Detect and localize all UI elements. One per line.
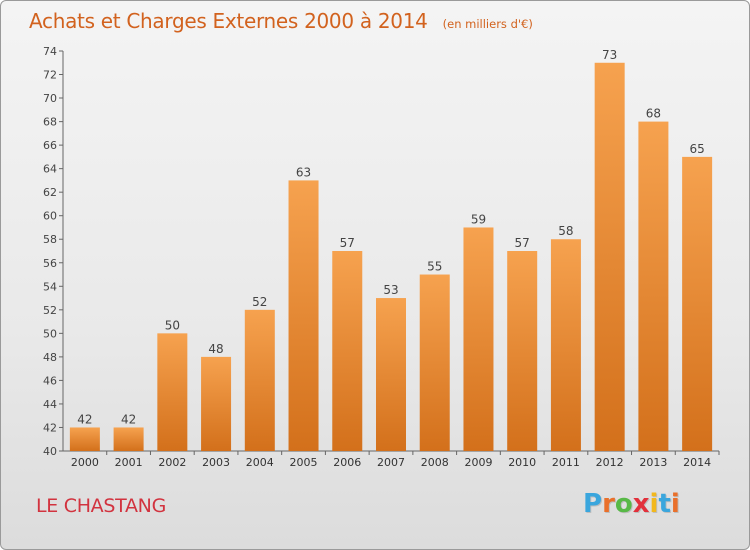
x-tick-label: 2013 [639,456,667,469]
data-label: 57 [340,236,355,250]
x-tick-label: 2011 [552,456,580,469]
y-tick-label: 50 [43,327,57,340]
data-label: 68 [646,107,661,121]
y-tick-label: 70 [43,92,57,105]
bar-2009 [463,227,494,451]
y-tick-label: 66 [43,139,57,152]
data-label: 57 [515,236,530,250]
y-tick-label: 42 [43,421,57,434]
bar-2004 [244,309,275,451]
chart-subtitle: (en milliers d'€) [442,17,533,31]
data-label: 65 [689,142,704,156]
data-label: 58 [558,224,573,238]
logo-letter: o [614,489,633,519]
x-tick-label: 2003 [202,456,230,469]
data-label: 42 [77,412,92,426]
data-label: 42 [121,412,136,426]
data-label: 53 [383,283,398,297]
bar-2011 [550,239,581,451]
y-tick-label: 52 [43,304,57,317]
y-tick-label: 72 [43,69,57,82]
x-tick-label: 2005 [290,456,318,469]
y-tick-label: 68 [43,116,57,129]
y-tick-label: 56 [43,257,57,270]
y-tick-label: 60 [43,210,57,223]
data-label: 59 [471,212,486,226]
bar-2000 [69,427,100,451]
y-tick-label: 74 [43,45,57,58]
bar-2007 [376,298,406,451]
y-tick-label: 54 [43,280,57,293]
bar-2002 [157,333,188,451]
y-tick-label: 44 [43,398,57,411]
y-tick-label: 40 [43,445,57,458]
x-tick-label: 2014 [683,456,711,469]
proxiti-logo[interactable]: Proxiti [583,489,680,519]
data-label: 48 [208,342,223,356]
x-tick-label: 2009 [464,456,492,469]
bar-2005 [288,180,319,452]
y-tick-label: 58 [43,233,57,246]
commune-name: LE CHASTANG [36,495,167,517]
x-tick-label: 2000 [71,456,99,469]
title-row: Achats et Charges Externes 2000 à 2014 (… [29,9,533,33]
x-tick-label: 2007 [377,456,405,469]
data-label: 50 [165,318,180,332]
logo-letter: i [670,489,680,519]
y-tick-label: 64 [43,163,57,176]
y-tick-label: 46 [43,374,57,387]
chart-title: Achats et Charges Externes 2000 à 2014 [29,9,428,33]
bar-2012 [594,62,625,451]
bar-2014 [682,156,713,451]
bar-2008 [419,274,450,451]
y-tick-label: 62 [43,186,57,199]
data-label: 52 [252,295,267,309]
data-label: 55 [427,260,442,274]
x-tick-label: 2008 [421,456,449,469]
bar-2010 [507,251,538,451]
bar-2013 [638,121,669,452]
logo-letter: t [658,489,671,519]
x-tick-label: 2001 [115,456,143,469]
bar-2001 [113,427,144,451]
x-tick-label: 2002 [158,456,186,469]
bar-2003 [201,356,232,451]
x-tick-label: 2004 [246,456,274,469]
logo-letter: i [649,489,659,519]
logo-letter: x [632,489,650,519]
y-tick-label: 48 [43,351,57,364]
x-tick-label: 2010 [508,456,536,469]
data-label: 73 [602,48,617,62]
bar-2006 [332,251,363,451]
logo-letter: r [602,489,615,519]
data-label: 63 [296,165,311,179]
logo-letter: P [583,489,603,519]
x-tick-label: 2012 [596,456,624,469]
x-tick-label: 2006 [333,456,361,469]
